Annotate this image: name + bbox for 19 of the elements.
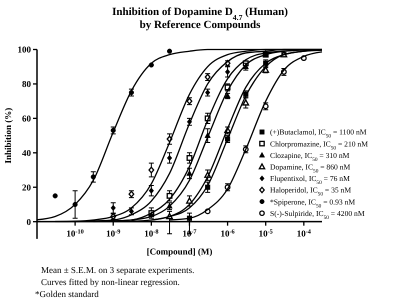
x-tick-label: 10$^{-4}$ xyxy=(296,228,312,239)
x-axis-title: [Compound] (M) xyxy=(146,246,212,257)
x-tick-label: 10$^{-10}$ xyxy=(66,228,84,239)
text: Mean ± S.E.M. on 3 separate experiments. xyxy=(41,265,194,275)
y-tick-label: 0 xyxy=(26,216,32,227)
chart-title: Inhibition of Dopamine D$_{4.7}$ (Human) xyxy=(112,6,288,22)
text: Curves fitted by non-linear regression. xyxy=(41,277,180,287)
y-tick-label: 40 xyxy=(22,148,32,158)
x-tick-label: 10$^{-8}$ xyxy=(144,228,158,239)
x-tick-label: 10$^{-5}$ xyxy=(258,228,273,239)
y-tick-label: 80 xyxy=(22,79,32,90)
x-tick-label: 10$^{-9}$ xyxy=(106,228,120,239)
chart-subtitle: by Reference Compounds xyxy=(140,19,262,31)
y-tick-label: 20 xyxy=(22,182,32,192)
y-axis-title: Inhibition (%) xyxy=(3,108,13,164)
y-tick-label: 60 xyxy=(22,114,32,124)
y-tick-label: 100 xyxy=(18,44,32,55)
x-tick-label: 10$^{-6}$ xyxy=(220,228,235,239)
text: *Golden standard xyxy=(35,289,100,299)
